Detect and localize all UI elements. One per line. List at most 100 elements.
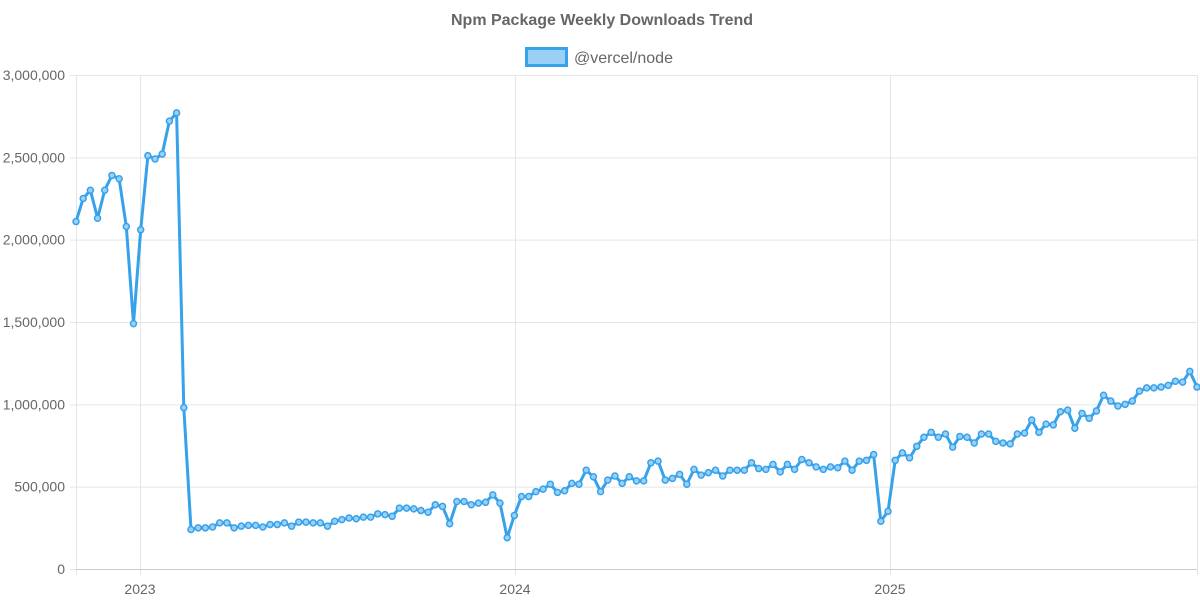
data-point[interactable] (589, 473, 598, 481)
data-point[interactable] (611, 472, 619, 480)
data-point[interactable] (963, 433, 971, 442)
data-point[interactable] (366, 513, 375, 521)
data-point[interactable] (639, 477, 648, 485)
data-point[interactable] (122, 222, 131, 231)
data-point[interactable] (1049, 421, 1058, 429)
data-point[interactable] (604, 476, 612, 484)
data-point[interactable] (1150, 384, 1158, 392)
data-point[interactable] (582, 466, 590, 474)
data-point[interactable] (453, 497, 461, 506)
data-point[interactable] (805, 459, 813, 467)
data-point[interactable] (230, 524, 238, 532)
data-point[interactable] (244, 521, 253, 530)
data-point[interactable] (445, 519, 454, 528)
data-point[interactable] (316, 519, 325, 527)
data-point[interactable] (251, 521, 260, 530)
data-point[interactable] (273, 520, 281, 529)
data-point[interactable] (819, 465, 828, 474)
data-point[interactable] (532, 487, 540, 496)
data-point[interactable] (718, 472, 727, 480)
data-point[interactable] (1013, 430, 1022, 438)
data-point[interactable] (359, 513, 368, 521)
data-point[interactable] (1121, 400, 1129, 409)
data-point[interactable] (747, 459, 756, 467)
data-point[interactable] (833, 463, 842, 472)
data-point[interactable] (970, 439, 978, 447)
data-point[interactable] (1157, 383, 1165, 391)
data-point[interactable] (86, 186, 95, 195)
data-point[interactable] (187, 525, 195, 534)
data-point[interactable] (323, 522, 332, 530)
data-point[interactable] (560, 487, 569, 495)
data-point[interactable] (136, 226, 145, 234)
data-point[interactable] (180, 403, 188, 412)
data-point[interactable] (999, 439, 1007, 447)
data-point[interactable] (409, 505, 418, 513)
data-point[interactable] (309, 519, 317, 527)
data-point[interactable] (72, 217, 80, 226)
data-point[interactable] (158, 150, 166, 158)
data-point[interactable] (977, 430, 986, 438)
data-point[interactable] (280, 519, 289, 527)
data-point[interactable] (697, 471, 705, 479)
data-point[interactable] (517, 492, 526, 501)
data-point[interactable] (151, 155, 159, 163)
data-point[interactable] (848, 466, 856, 474)
data-point[interactable] (661, 476, 669, 484)
data-point[interactable] (474, 499, 483, 507)
data-point[interactable] (704, 468, 713, 477)
data-point[interactable] (568, 479, 576, 488)
data-point[interactable] (266, 520, 274, 529)
data-point[interactable] (632, 477, 641, 485)
data-point[interactable] (927, 428, 935, 437)
data-point[interactable] (913, 442, 921, 451)
data-point[interactable] (733, 466, 741, 474)
data-point[interactable] (790, 465, 799, 474)
data-point[interactable] (891, 456, 899, 465)
data-point[interactable] (798, 455, 806, 464)
data-point[interactable] (1092, 407, 1101, 415)
data-point[interactable] (302, 518, 310, 526)
data-point[interactable] (381, 510, 389, 519)
data-point[interactable] (467, 501, 475, 509)
data-point[interactable] (295, 518, 303, 526)
legend[interactable]: @vercel/node (525, 47, 674, 68)
data-point[interactable] (948, 443, 957, 451)
data-point[interactable] (1099, 391, 1108, 400)
data-point[interactable] (1128, 397, 1137, 405)
data-point[interactable] (956, 432, 964, 441)
data-point[interactable] (194, 524, 202, 532)
data-point[interactable] (1063, 406, 1072, 414)
data-point[interactable] (776, 468, 784, 476)
data-point[interactable] (172, 109, 181, 117)
data-point[interactable] (841, 457, 849, 465)
data-point[interactable] (352, 515, 360, 523)
data-point[interactable] (208, 523, 217, 531)
data-point[interactable] (690, 465, 698, 474)
data-point[interactable] (877, 517, 885, 525)
data-point[interactable] (1027, 416, 1036, 424)
data-point[interactable] (762, 465, 770, 474)
data-point[interactable] (79, 194, 87, 203)
data-point[interactable] (424, 508, 432, 516)
data-point[interactable] (869, 450, 878, 459)
data-point[interactable] (934, 433, 943, 442)
data-point[interactable] (654, 457, 662, 465)
data-point[interactable] (1114, 402, 1122, 410)
data-point[interactable] (201, 524, 210, 532)
data-point[interactable] (1142, 384, 1151, 392)
data-point[interactable] (223, 519, 231, 527)
data-point[interactable] (402, 504, 411, 512)
data-point[interactable] (374, 510, 382, 518)
data-point[interactable] (1056, 407, 1065, 416)
data-point[interactable] (460, 497, 468, 506)
data-point[interactable] (675, 470, 684, 479)
data-point[interactable] (884, 507, 892, 516)
data-point[interactable] (625, 473, 634, 481)
data-point[interactable] (237, 522, 246, 530)
data-point[interactable] (510, 511, 519, 520)
data-point[interactable] (259, 523, 267, 531)
data-point[interactable] (1193, 383, 1200, 391)
data-point[interactable] (1042, 420, 1050, 428)
data-point[interactable] (1171, 377, 1180, 386)
